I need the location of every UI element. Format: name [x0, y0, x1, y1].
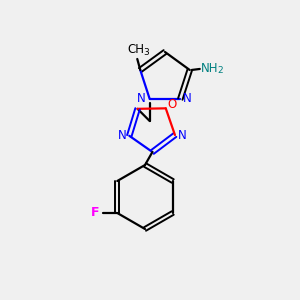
Text: N: N [118, 129, 127, 142]
Text: 3: 3 [143, 49, 149, 58]
Text: 2: 2 [217, 67, 223, 76]
Text: CH: CH [128, 44, 145, 56]
Text: N: N [183, 92, 192, 104]
Text: NH: NH [201, 62, 218, 76]
Text: O: O [167, 98, 176, 111]
Text: F: F [91, 206, 100, 218]
Text: N: N [178, 128, 186, 142]
Text: N: N [137, 92, 146, 104]
